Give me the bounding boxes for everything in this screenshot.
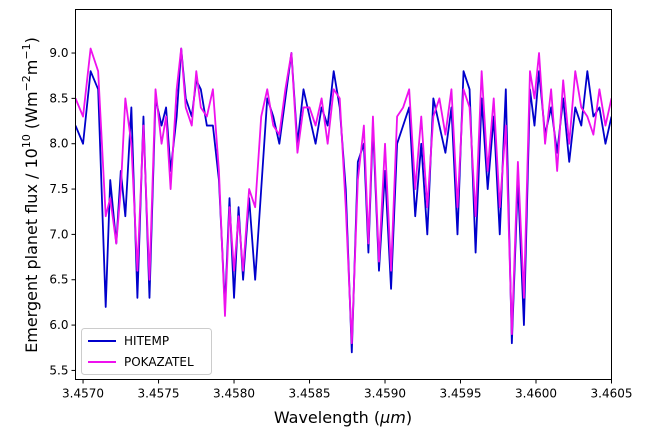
- legend-label-pokazatel: POKAZATEL: [124, 355, 194, 369]
- y-axis: 5.5 6.0 6.5 7.0 7.5 8.0 8.5 9.0: [49, 46, 76, 377]
- y-tick-label: 5.5: [49, 363, 68, 377]
- series-line-pokazatel: [75, 47, 612, 345]
- x-tick-label: 3.4570: [62, 387, 104, 401]
- y-tick-label: 7.5: [49, 182, 68, 196]
- legend-label-hitemp: HITEMP: [124, 334, 169, 348]
- y-tick-label: 8.0: [49, 137, 68, 151]
- y-tick-label: 8.5: [49, 91, 68, 105]
- x-tick-label: 3.4595: [440, 387, 482, 401]
- y-tick-label: 6.5: [49, 273, 68, 287]
- x-tick-label: 3.4585: [289, 387, 331, 401]
- x-tick-label: 3.4600: [515, 387, 557, 401]
- x-tick-label: 3.4590: [364, 387, 406, 401]
- x-axis: 3.4570 3.4575 3.4580 3.4585 3.4590 3.4595 3.46…: [62, 379, 633, 401]
- x-axis-label: Wavelength (μm): [274, 408, 412, 427]
- y-tick-label: 9.0: [49, 46, 68, 60]
- y-axis-label: Emergent planet flux / 1010 (Wm−2m−1): [20, 37, 41, 353]
- x-tick-label: 3.4580: [213, 387, 255, 401]
- legend: HITEMP POKAZATEL: [81, 328, 212, 375]
- x-tick-label: 3.4575: [138, 387, 180, 401]
- plot-area: [75, 47, 612, 354]
- x-tick-label: 3.4605: [591, 387, 633, 401]
- y-tick-label: 7.0: [49, 227, 68, 241]
- y-tick-label: 6.0: [49, 318, 68, 332]
- plot-frame: [75, 9, 612, 380]
